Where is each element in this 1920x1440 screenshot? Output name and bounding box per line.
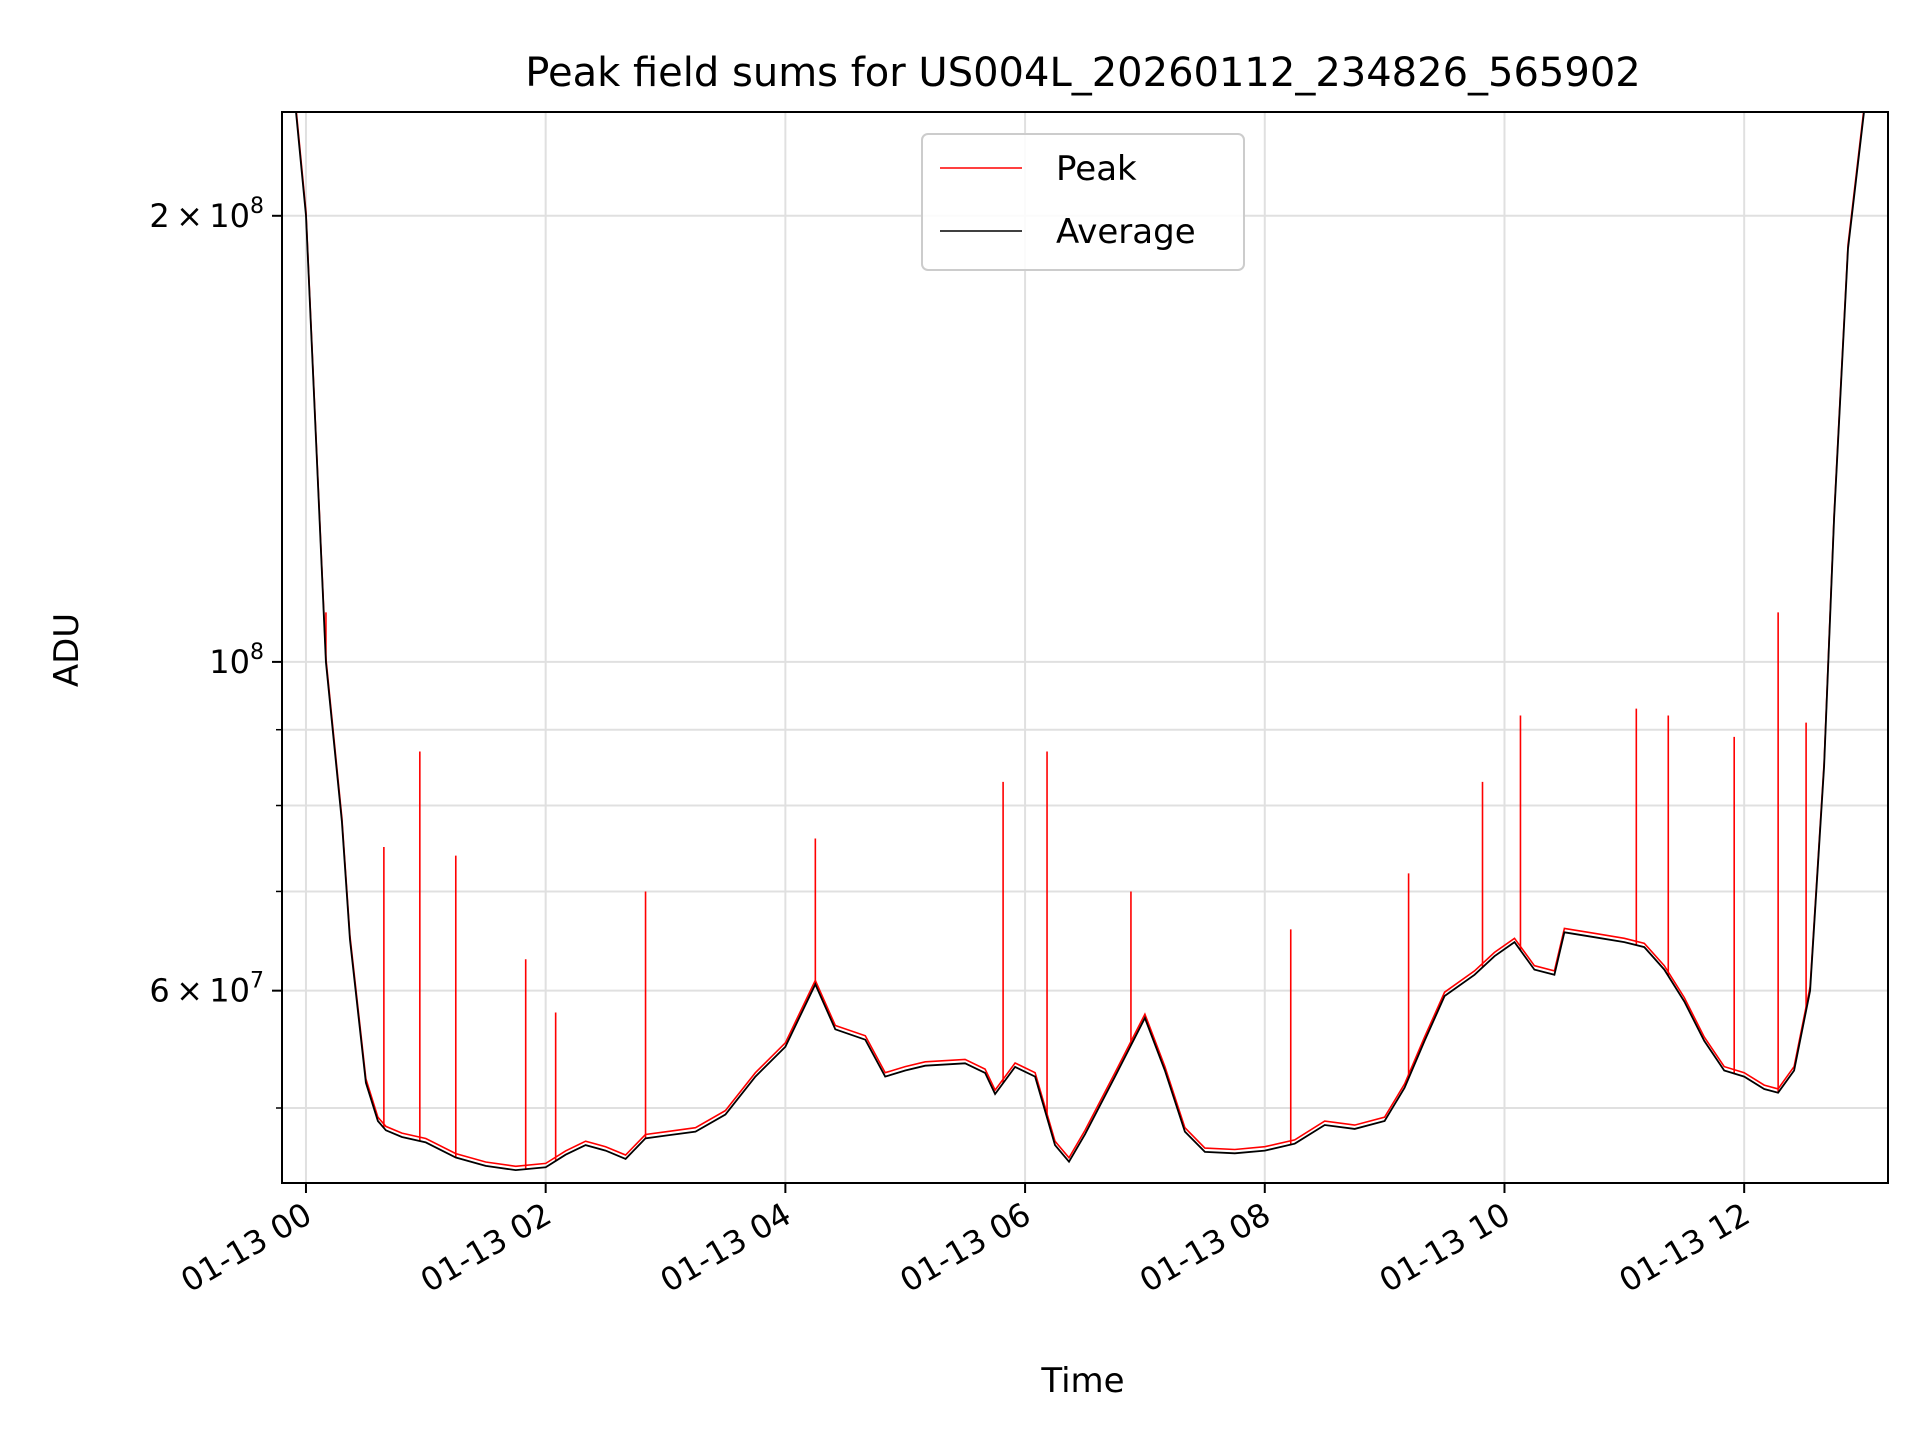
y-axis: 6 × 107 108 2 × 108 — [149, 194, 282, 1109]
y-axis-label: ADU — [47, 613, 87, 687]
chart-title: Peak field sums for US004L_20260112_2348… — [525, 50, 1640, 96]
legend-label-peak: Peak — [1056, 149, 1137, 189]
x-axis-label: Time — [1040, 1361, 1124, 1401]
axes-frame — [281, 111, 1889, 1184]
series-layer — [282, 112, 1888, 1172]
series-line-average — [282, 112, 1888, 1172]
legend-label-average: Average — [1056, 212, 1196, 252]
y-tick-label: 108 — [209, 640, 264, 681]
series-line-peak — [295, 112, 1865, 1168]
legend: Peak Average — [921, 133, 1245, 271]
y-tick-label: 6 × 107 — [149, 969, 264, 1010]
y-tick-label: 2 × 108 — [149, 194, 264, 235]
